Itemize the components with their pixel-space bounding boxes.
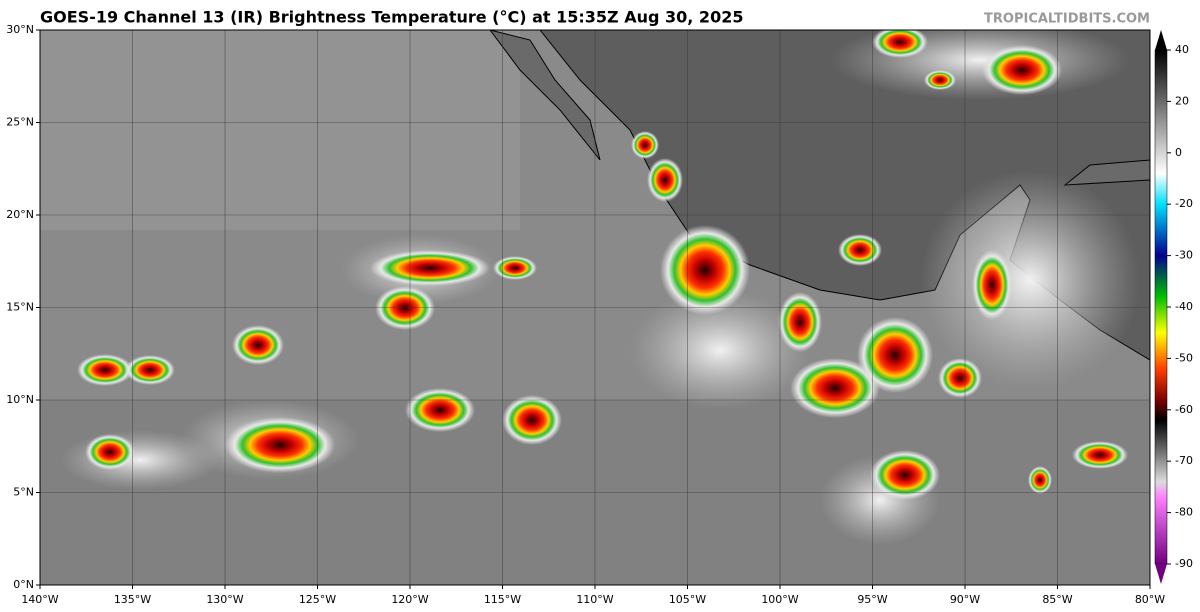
lat-label: 10°N: [6, 393, 34, 406]
colorbar-label: -80: [1175, 506, 1193, 519]
lat-label: 15°N: [6, 301, 34, 314]
lon-label: 120°W: [391, 593, 428, 606]
lat-label: 0°N: [13, 578, 34, 591]
colorbar-label: 20: [1175, 94, 1189, 107]
lon-label: 110°W: [576, 593, 613, 606]
colorbar-label: -40: [1175, 300, 1193, 313]
colorbar-label: -30: [1175, 249, 1193, 262]
lon-label: 140°W: [21, 593, 58, 606]
lat-label: 20°N: [6, 208, 34, 221]
lon-label: 95°W: [857, 593, 887, 606]
colorbar-label: -50: [1175, 351, 1193, 364]
lon-label: 85°W: [1042, 593, 1072, 606]
lon-label: 105°W: [669, 593, 706, 606]
colorbar-label: -60: [1175, 403, 1193, 416]
lon-label: 80°W: [1135, 593, 1165, 606]
watermark: TROPICALTIDBITS.COM: [984, 12, 1150, 27]
colorbar-label: -20: [1175, 197, 1193, 210]
lon-label: 125°W: [299, 593, 336, 606]
colorbar-label: 40: [1175, 43, 1189, 56]
lon-label: 100°W: [761, 593, 798, 606]
lon-label: 90°W: [950, 593, 980, 606]
lon-label: 130°W: [206, 593, 243, 606]
lat-label: 25°N: [6, 116, 34, 129]
satellite-image: [40, 30, 1150, 585]
title: GOES-19 Channel 13 (IR) Brightness Tempe…: [40, 8, 743, 27]
colorbar-label: -70: [1175, 454, 1193, 467]
lon-label: 115°W: [484, 593, 521, 606]
colorbar-label: -90: [1175, 557, 1193, 570]
lat-label: 5°N: [13, 486, 34, 499]
lat-label: 30°N: [6, 23, 34, 36]
colorbar-label: 0: [1175, 146, 1182, 159]
lon-label: 135°W: [114, 593, 151, 606]
colorbar: [1154, 30, 1168, 584]
